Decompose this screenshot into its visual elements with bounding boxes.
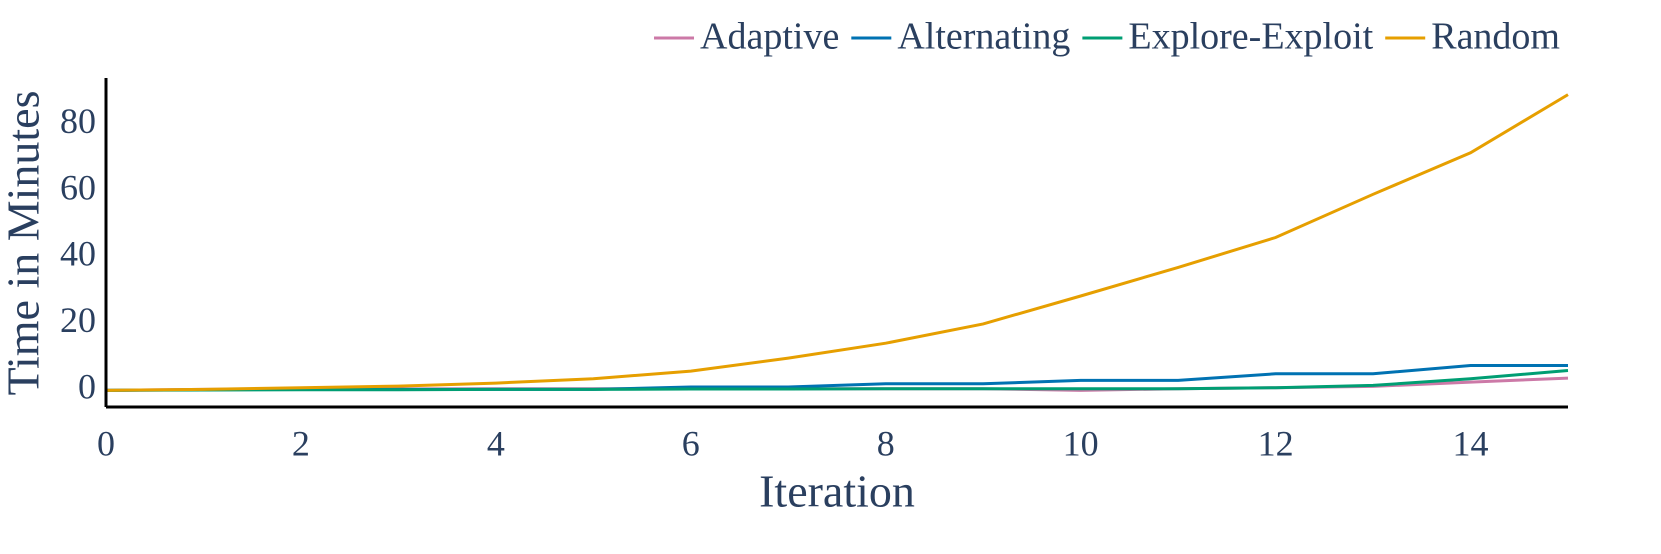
y-tick-label: 60 [60,167,96,207]
legend-label: Adaptive [700,16,839,58]
x-tick-label: 14 [1453,423,1489,463]
series-line [105,93,1569,392]
y-tick-label: 80 [60,101,96,141]
legend-label: Alternating [897,16,1070,58]
legend-label: Explore-Exploit [1128,16,1373,58]
y-tick-label: 0 [78,367,96,407]
x-tick-label: 4 [487,423,505,463]
x-tick-label: 0 [97,423,115,463]
x-axis-title: Iteration [759,466,915,517]
series-line [105,368,1569,392]
y-tick-label: 40 [60,234,96,274]
x-tick-label: 12 [1258,423,1294,463]
x-tick-label: 6 [682,423,700,463]
y-axis-title: Time in Minutes [0,90,49,395]
y-tick-label: 20 [60,300,96,340]
x-tick-label: 10 [1063,423,1099,463]
x-tick-label: 8 [877,423,895,463]
legend-label: Random [1431,16,1560,58]
x-tick-label: 2 [292,423,310,463]
